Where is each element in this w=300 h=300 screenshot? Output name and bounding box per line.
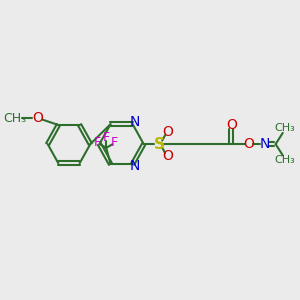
Text: N: N bbox=[130, 159, 140, 173]
Text: N: N bbox=[130, 115, 140, 129]
Text: CH₃: CH₃ bbox=[274, 155, 295, 165]
Text: O: O bbox=[226, 118, 237, 132]
Text: O: O bbox=[244, 137, 254, 151]
Text: N: N bbox=[260, 137, 270, 151]
Text: F: F bbox=[103, 131, 110, 144]
Text: O: O bbox=[32, 111, 43, 125]
Text: S: S bbox=[154, 136, 165, 152]
Text: F: F bbox=[94, 136, 101, 149]
Text: CH₃: CH₃ bbox=[274, 123, 295, 133]
Text: O: O bbox=[162, 125, 173, 139]
Text: CH₃: CH₃ bbox=[3, 112, 26, 125]
Text: O: O bbox=[162, 149, 173, 164]
Text: F: F bbox=[111, 136, 118, 149]
